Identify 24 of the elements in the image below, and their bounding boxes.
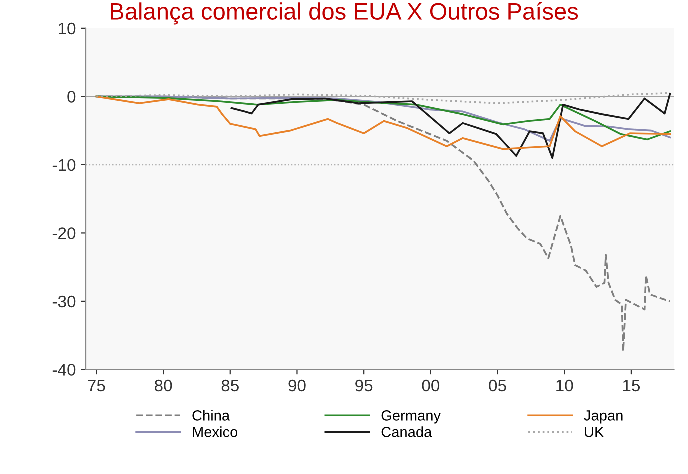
x-tick-label: 75 — [88, 380, 106, 392]
line-series — [96, 96, 672, 150]
legend-label: China — [192, 410, 230, 421]
y-tick-label: 10 — [59, 22, 76, 35]
legend-label: UK — [585, 427, 604, 438]
x-tick-label: 15 — [623, 380, 640, 392]
legend-label: Canada — [382, 426, 432, 438]
x-tick-label: 00 — [422, 380, 440, 392]
y-tick-label: -20 — [52, 228, 76, 240]
y-tick-label: 0 — [68, 91, 76, 103]
chart-title: Balança comercial dos EUA X Outros Países — [111, 2, 578, 25]
x-tick-label: 95 — [356, 380, 373, 392]
x-tick-label: 80 — [154, 380, 172, 392]
line-series — [230, 93, 672, 160]
y-tick-label: -30 — [52, 296, 76, 308]
y-tick-label: -10 — [52, 159, 76, 172]
legend-label: Japan — [584, 410, 623, 424]
x-tick-label: 10 — [556, 380, 574, 392]
legend-label: Mexico — [193, 426, 238, 438]
x-tick-label: 85 — [222, 380, 239, 392]
x-tick-label: 90 — [288, 380, 306, 392]
y-tick-label: -40 — [52, 364, 76, 376]
legend-label: Germany — [382, 410, 442, 424]
x-tick-label: 05 — [489, 380, 506, 392]
